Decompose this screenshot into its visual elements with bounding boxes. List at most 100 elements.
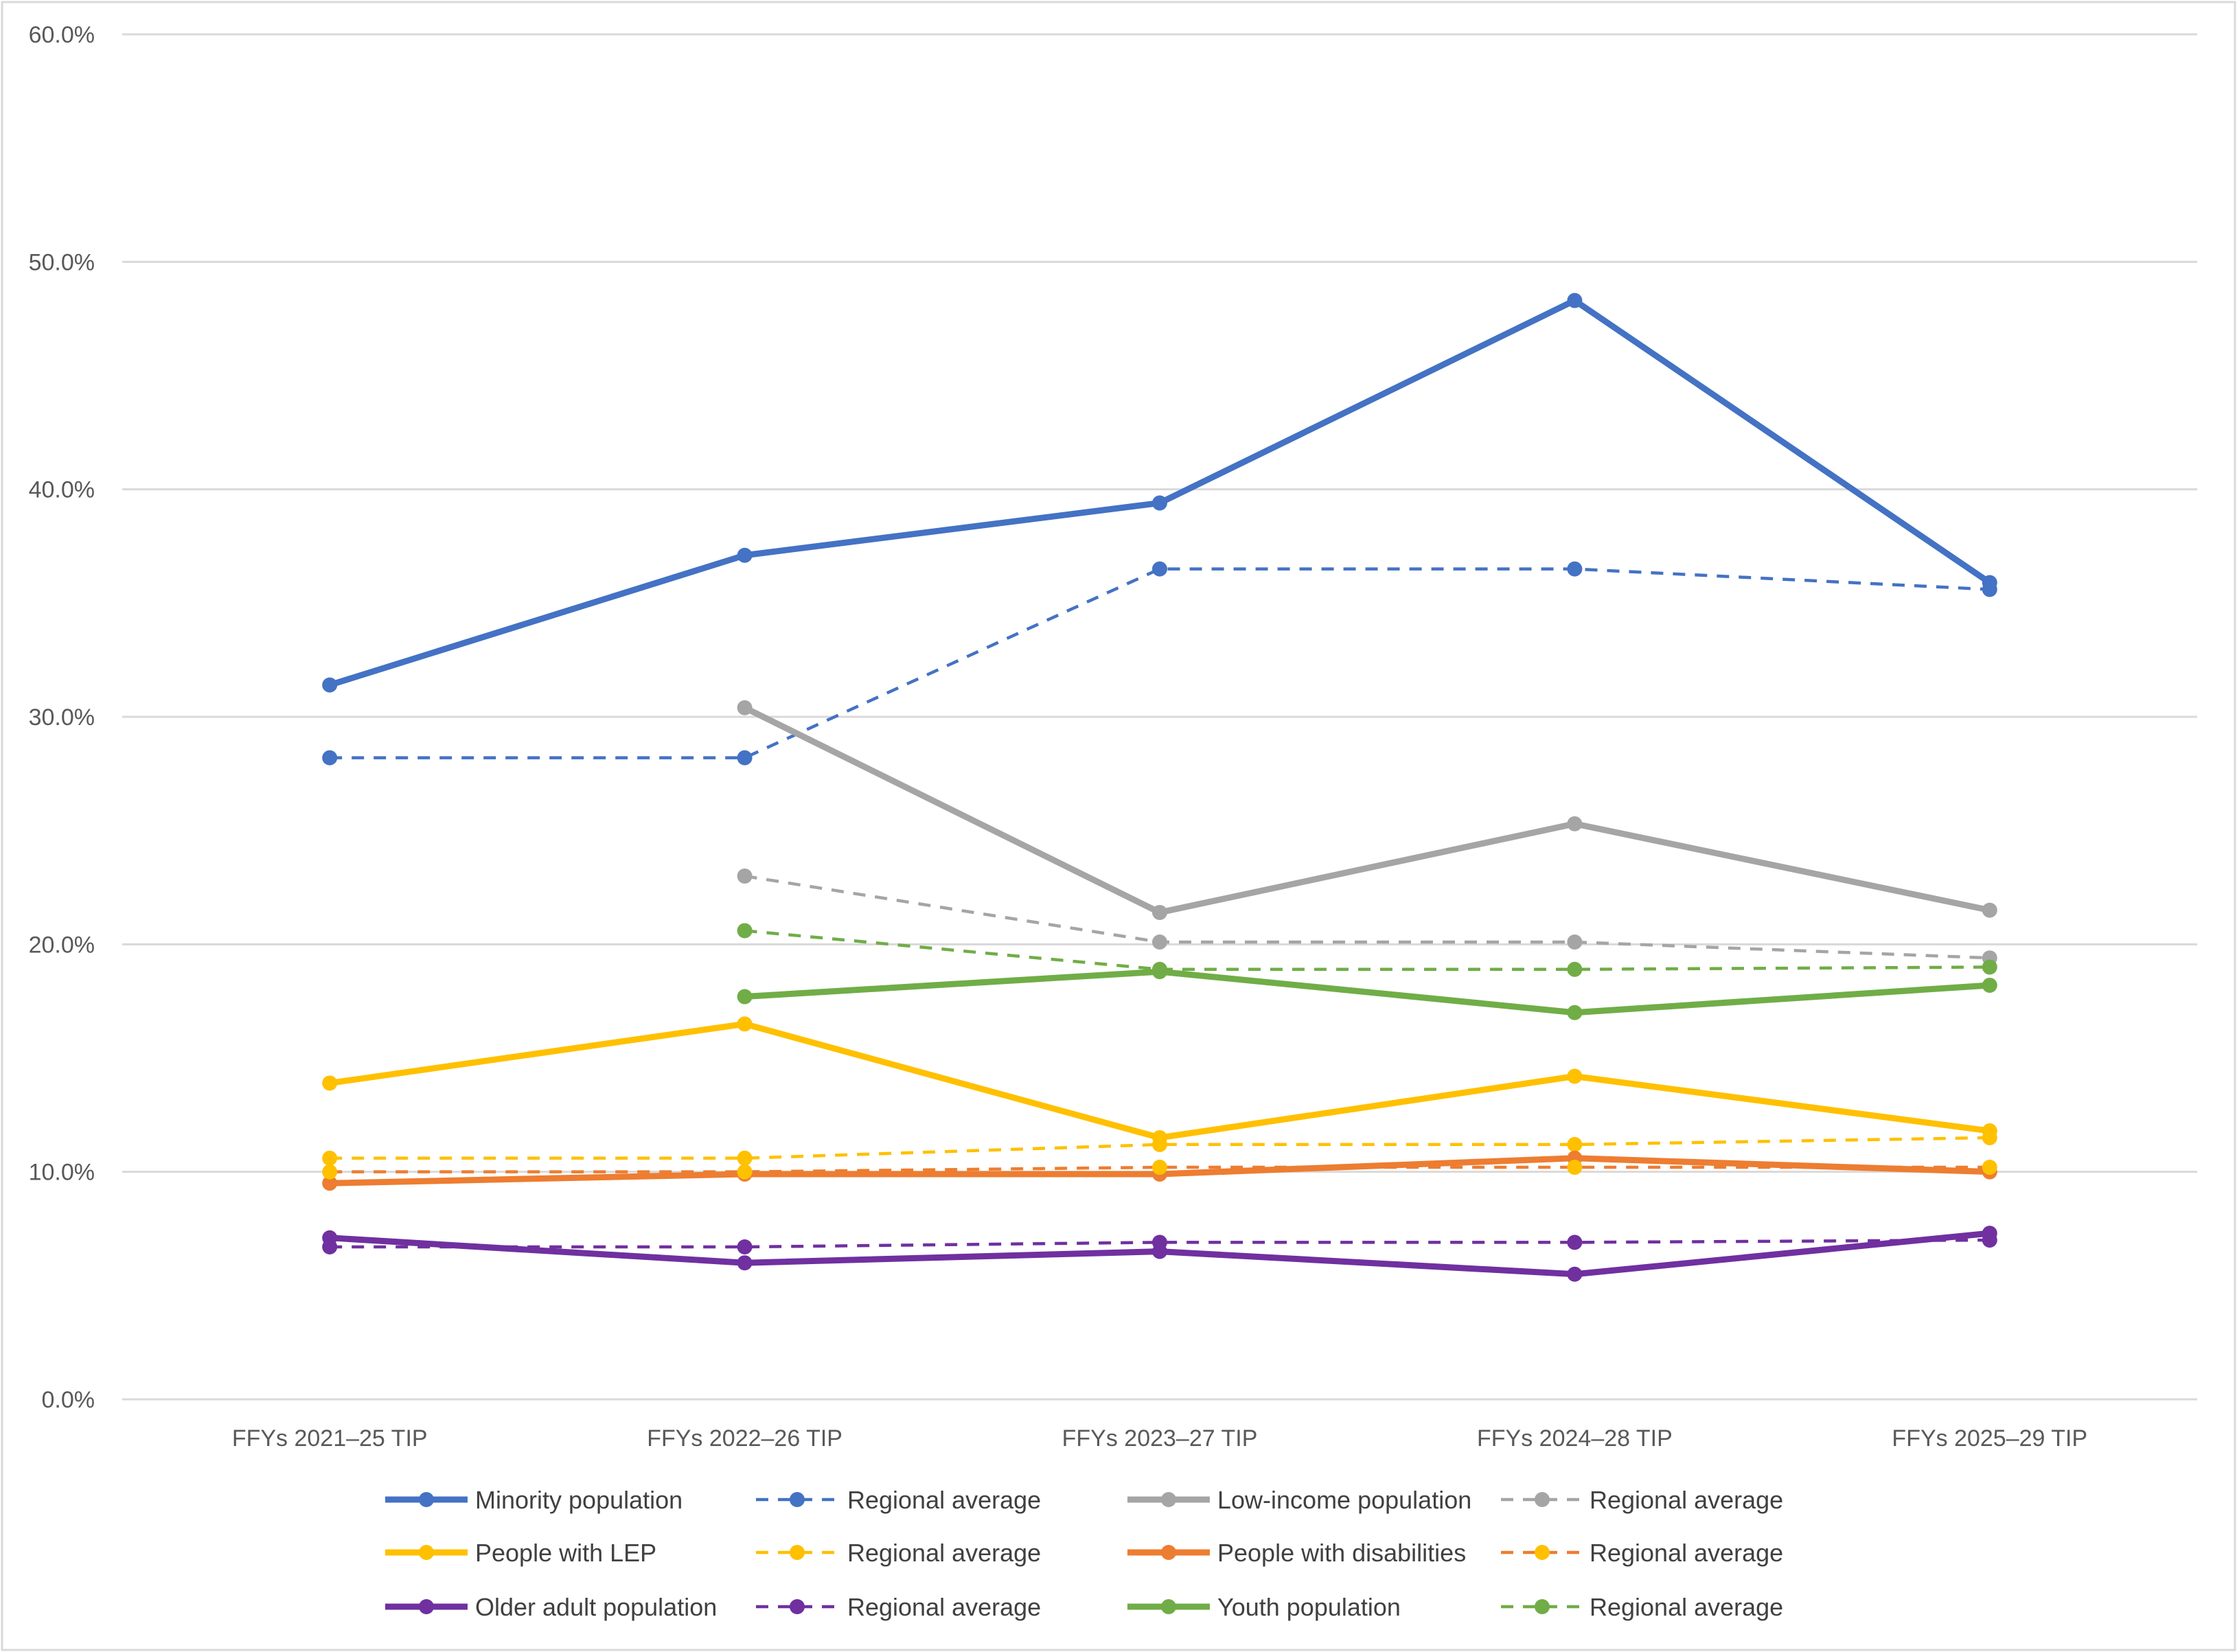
data-point — [1567, 1068, 1583, 1084]
data-point — [1567, 934, 1583, 950]
legend-item: Minority population — [385, 1486, 682, 1514]
x-tick-label: FFYs 2022–26 TIP — [647, 1425, 842, 1452]
series-line — [744, 929, 1990, 972]
y-tick-label: 40.0% — [29, 477, 95, 503]
legend-label: Regional average — [847, 1486, 1041, 1514]
legend-label: Regional average — [1590, 1539, 1783, 1567]
legend-item: Regional average — [1501, 1593, 1783, 1621]
data-point — [737, 923, 753, 939]
x-tick-label: FFYs 2025–29 TIP — [1892, 1425, 2087, 1452]
legend-label: Regional average — [847, 1539, 1041, 1567]
data-point — [737, 1255, 753, 1271]
legend-item: People with LEP — [385, 1539, 656, 1567]
data-point — [1152, 904, 1167, 920]
legend-marker — [419, 1599, 434, 1614]
legend-item: Regional average — [756, 1539, 1041, 1567]
data-point — [1982, 1232, 1997, 1248]
legend-item: People with disabilities — [1127, 1539, 1466, 1567]
data-point — [1567, 1266, 1583, 1282]
y-tick-label: 20.0% — [29, 932, 95, 958]
data-point — [1152, 934, 1167, 950]
legend-marker — [419, 1492, 434, 1507]
data-point — [1567, 1235, 1583, 1250]
data-point — [737, 700, 753, 715]
data-point — [1567, 1005, 1583, 1020]
legend-label: Youth population — [1217, 1593, 1401, 1621]
data-point — [1152, 961, 1167, 977]
data-point — [1982, 1160, 1997, 1175]
series-5 — [322, 1129, 1997, 1166]
legend-marker — [790, 1492, 805, 1507]
data-point — [322, 750, 338, 766]
data-point — [1152, 1235, 1167, 1250]
series-11 — [737, 923, 1997, 977]
series-2 — [737, 700, 1997, 920]
data-point — [1982, 1129, 1997, 1145]
legend-label: People with disabilities — [1217, 1539, 1466, 1567]
data-point — [737, 1016, 753, 1032]
series-7 — [322, 1160, 1997, 1180]
legend-item: Older adult population — [385, 1593, 717, 1621]
data-point — [322, 1075, 338, 1091]
legend-item: Low-income population — [1127, 1486, 1471, 1514]
legend-marker — [419, 1545, 434, 1560]
data-point — [1982, 959, 1997, 975]
legend-label: People with LEP — [475, 1539, 656, 1567]
data-point — [1152, 561, 1167, 577]
legend-label: Minority population — [475, 1486, 682, 1514]
y-tick-label: 60.0% — [29, 22, 95, 48]
data-point — [1152, 1136, 1167, 1152]
data-point — [1982, 902, 1997, 918]
data-point — [1567, 1160, 1583, 1175]
data-point — [737, 868, 753, 884]
data-point — [1567, 561, 1583, 577]
series-1 — [322, 561, 1997, 766]
series-0 — [322, 292, 1997, 693]
legend-item: Regional average — [756, 1486, 1041, 1514]
legend-label: Older adult population — [475, 1593, 717, 1621]
data-point — [322, 1150, 338, 1166]
legend-marker — [1161, 1599, 1176, 1614]
legend-item: Regional average — [756, 1593, 1041, 1621]
data-point — [1567, 1136, 1583, 1152]
data-point — [737, 1239, 753, 1255]
legend-marker — [790, 1599, 805, 1614]
y-tick-label: 30.0% — [29, 704, 95, 731]
series-9 — [322, 1232, 1997, 1255]
legend-marker — [1161, 1545, 1176, 1560]
data-point — [1982, 977, 1997, 993]
data-point — [1152, 1160, 1167, 1175]
data-point — [1982, 582, 1997, 597]
series-line — [744, 874, 1990, 960]
legend-item: Youth population — [1127, 1593, 1401, 1621]
data-point — [322, 1164, 338, 1180]
data-point — [1567, 292, 1583, 308]
data-point — [737, 1164, 753, 1180]
data-point — [737, 547, 753, 563]
legend-marker — [790, 1545, 805, 1560]
legend-label: Regional average — [1590, 1593, 1783, 1621]
series-line — [744, 968, 1991, 1016]
series-line — [743, 704, 1991, 916]
data-point — [1567, 961, 1583, 977]
data-point — [1567, 816, 1583, 831]
y-tick-label: 10.0% — [29, 1160, 95, 1186]
x-tick-label: FFYs 2024–28 TIP — [1477, 1425, 1673, 1452]
data-point — [737, 989, 753, 1005]
y-tick-label: 50.0% — [29, 249, 95, 275]
legend-label: Regional average — [847, 1593, 1041, 1621]
legend-label: Regional average — [1590, 1486, 1783, 1514]
data-point — [322, 1175, 338, 1191]
legend-marker — [1535, 1545, 1550, 1560]
data-point — [322, 677, 338, 693]
data-point — [322, 1239, 338, 1255]
legend-marker — [1535, 1599, 1550, 1614]
data-point — [1152, 495, 1167, 511]
data-point — [737, 1150, 753, 1166]
legend-label: Low-income population — [1217, 1486, 1471, 1514]
legend-marker — [1535, 1492, 1550, 1507]
legend-item: Regional average — [1501, 1486, 1783, 1514]
x-tick-label: FFYs 2021–25 TIP — [232, 1425, 428, 1452]
